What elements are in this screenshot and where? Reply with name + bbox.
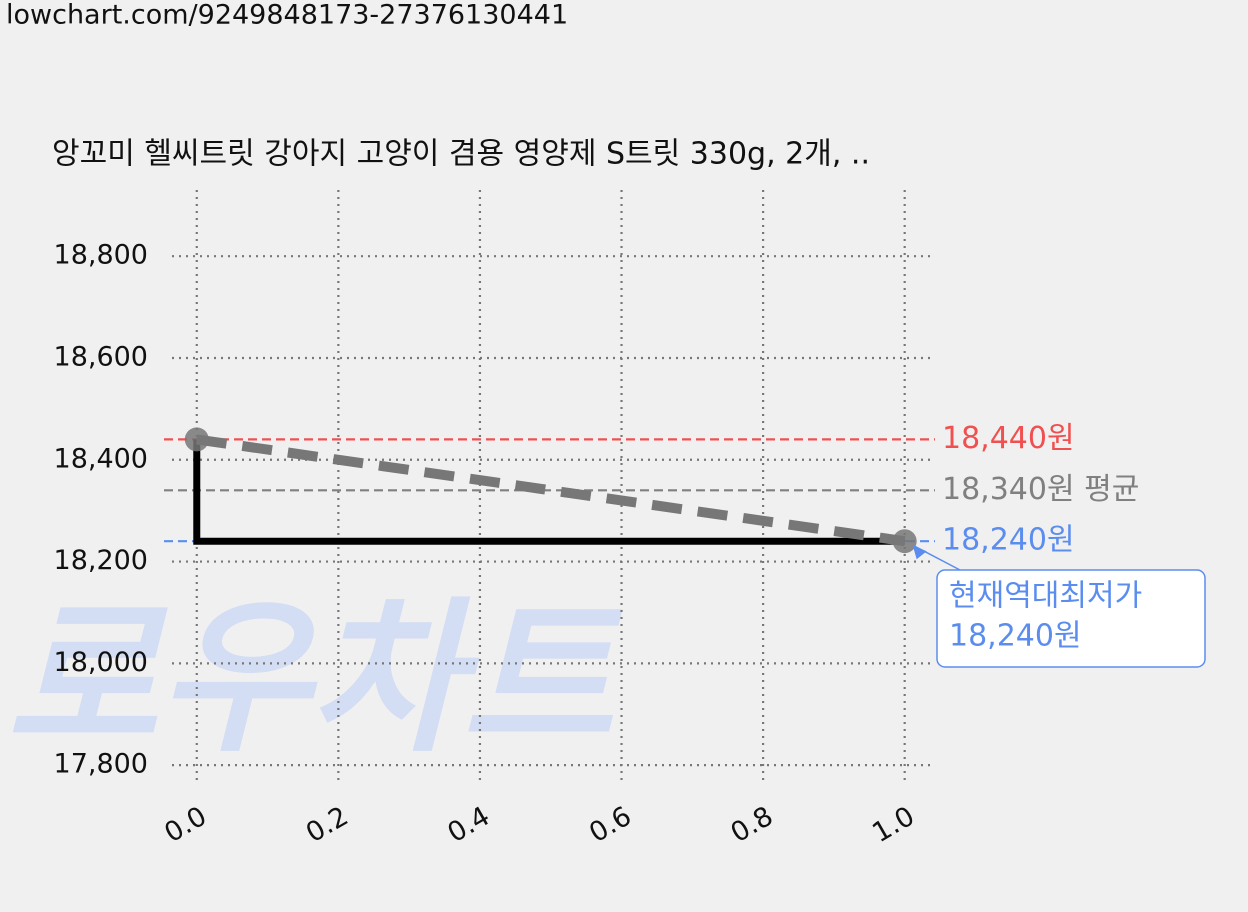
y-tick-label: 18,000 <box>54 647 148 678</box>
annotation-text: 현재역대최저가 <box>949 579 1142 614</box>
y-tick-label: 18,400 <box>54 443 148 474</box>
data-line <box>196 434 906 547</box>
data-line <box>193 439 905 545</box>
reference-label: 18,440원 <box>942 421 1075 456</box>
chart-title: 앙꼬미 헬씨트릿 강아지 고양이 겸용 영양제 S트릿 330g, 2개, .. <box>52 137 870 172</box>
y-tick-label: 17,800 <box>54 749 148 780</box>
y-tick-label: 18,200 <box>54 545 148 576</box>
y-tick-label: 18,600 <box>54 341 148 372</box>
data-point <box>184 427 209 452</box>
annotation-arrowhead <box>912 545 927 560</box>
annotation-text: 18,240원 <box>949 619 1082 654</box>
data-point <box>892 529 917 554</box>
y-tick-label: 18,800 <box>54 240 148 271</box>
reference-label: 18,240원 <box>942 523 1075 558</box>
reference-label: 18,340원 평균 <box>942 472 1139 507</box>
url: lowchart.com/9249848173-27376130441 <box>6 0 568 31</box>
watermark: 로우차트 <box>6 582 622 774</box>
annotation-box <box>936 569 1206 668</box>
